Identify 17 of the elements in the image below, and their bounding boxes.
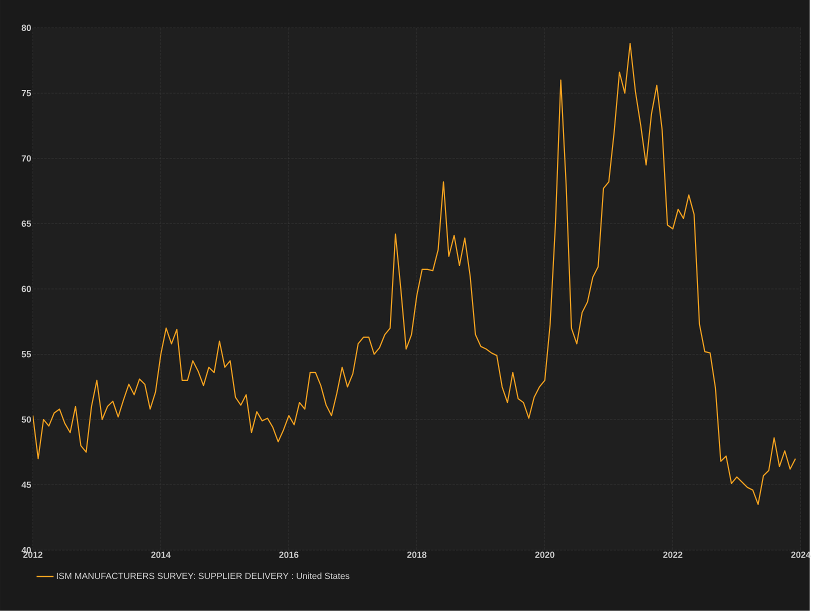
- y-tick-label: 65: [22, 220, 32, 227]
- x-tick-label: 2014: [151, 552, 171, 558]
- y-tick-label: 60: [22, 286, 31, 292]
- y-tick-label: 70: [22, 155, 31, 162]
- y-tick-label: 80: [22, 24, 31, 32]
- y-tick-label: 45: [22, 482, 32, 488]
- legend-label: ISM MANUFACTURERS SURVEY: SUPPLIER DELIVERY : United States: [56, 572, 350, 580]
- line-series: [32, 43, 796, 506]
- x-tick-label: 2020: [535, 552, 554, 558]
- y-tick-label: 50: [22, 416, 31, 423]
- x-tick-label: 2022: [663, 552, 682, 558]
- x-tick-label: 2012: [23, 552, 42, 558]
- x-tick-label: 2018: [407, 552, 426, 558]
- x-tick-label: 2016: [279, 552, 298, 558]
- y-tick-label: 75: [22, 90, 32, 96]
- y-tick-label: 40: [22, 547, 31, 554]
- y-tick-label: 55: [22, 351, 32, 358]
